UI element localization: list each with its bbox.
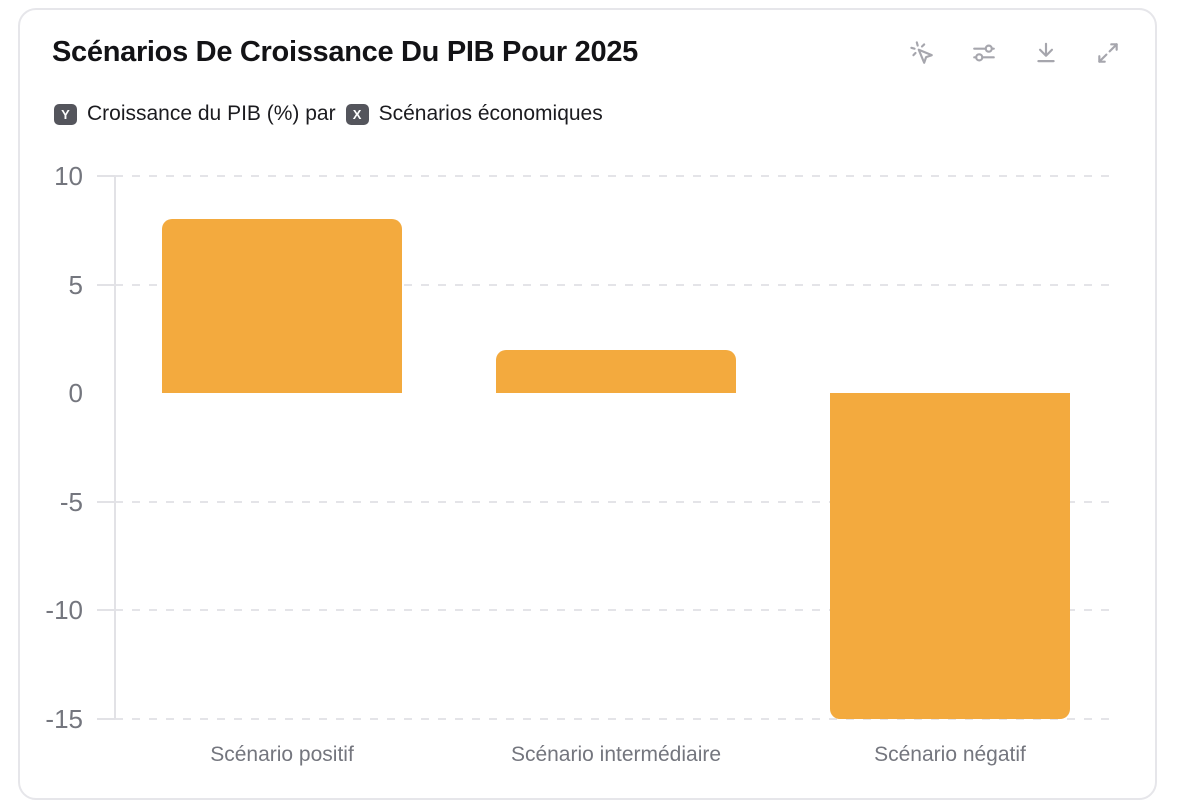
- bar-scénario-négatif[interactable]: [830, 393, 1070, 719]
- y-tickmark--5: [97, 500, 115, 503]
- x-category-label: Scénario intermédiaire: [510, 743, 722, 766]
- page-title: Scénarios De Croissance Du PIB Pour 2025: [52, 36, 638, 68]
- y-axis-line: [114, 176, 116, 719]
- y-tickmark-5: [97, 283, 115, 286]
- y-tick-label: 10: [54, 161, 83, 191]
- bar-scénario-intermédiaire[interactable]: [496, 349, 736, 394]
- expand-button[interactable]: [1095, 40, 1121, 66]
- gridline-5: [115, 283, 1117, 286]
- download-icon: [1037, 42, 1055, 63]
- y-axis-label: Croissance du PIB (%) par: [87, 102, 336, 125]
- y-tick-label: -15: [45, 704, 83, 734]
- sliders-icon: [973, 44, 995, 62]
- chart-card: Scénarios De Croissance Du PIB Pour 2025: [18, 8, 1157, 800]
- gridline--5: [115, 500, 1117, 503]
- y-axis-badge: Y: [54, 103, 77, 125]
- gridline-10: [115, 175, 1117, 177]
- bar-scénario-positif[interactable]: [162, 219, 402, 394]
- toolbar: [909, 40, 1121, 66]
- y-tick-label: -5: [59, 486, 83, 517]
- y-tick-label: 0: [68, 378, 83, 409]
- gridline--15: [115, 718, 1117, 720]
- y-tickmark--15: [97, 718, 115, 720]
- x-category-label: Scénario négatif: [874, 743, 1026, 766]
- axis-legend: Y Croissance du PIB (%) par X Scénarios …: [54, 102, 603, 126]
- settings-sliders-button[interactable]: [971, 40, 997, 66]
- gridline--10: [115, 609, 1117, 612]
- download-button[interactable]: [1033, 40, 1059, 66]
- y-tick-label: -10: [45, 595, 83, 626]
- bar-chart: 10 5 0 -5 -10 -15 Scénario positif Scénario int…: [20, 10, 1155, 798]
- x-axis-label: Scénarios économiques: [378, 102, 603, 125]
- y-tick-label: 5: [68, 269, 83, 300]
- x-axis-badge: X: [345, 103, 369, 125]
- pointer-click-icon: [910, 41, 933, 64]
- expand-icon: [1098, 43, 1118, 63]
- ai-pointer-button[interactable]: [909, 40, 935, 66]
- y-tickmark-10: [97, 175, 115, 177]
- x-category-label: Scénario positif: [210, 743, 354, 766]
- y-tickmark--10: [97, 609, 115, 612]
